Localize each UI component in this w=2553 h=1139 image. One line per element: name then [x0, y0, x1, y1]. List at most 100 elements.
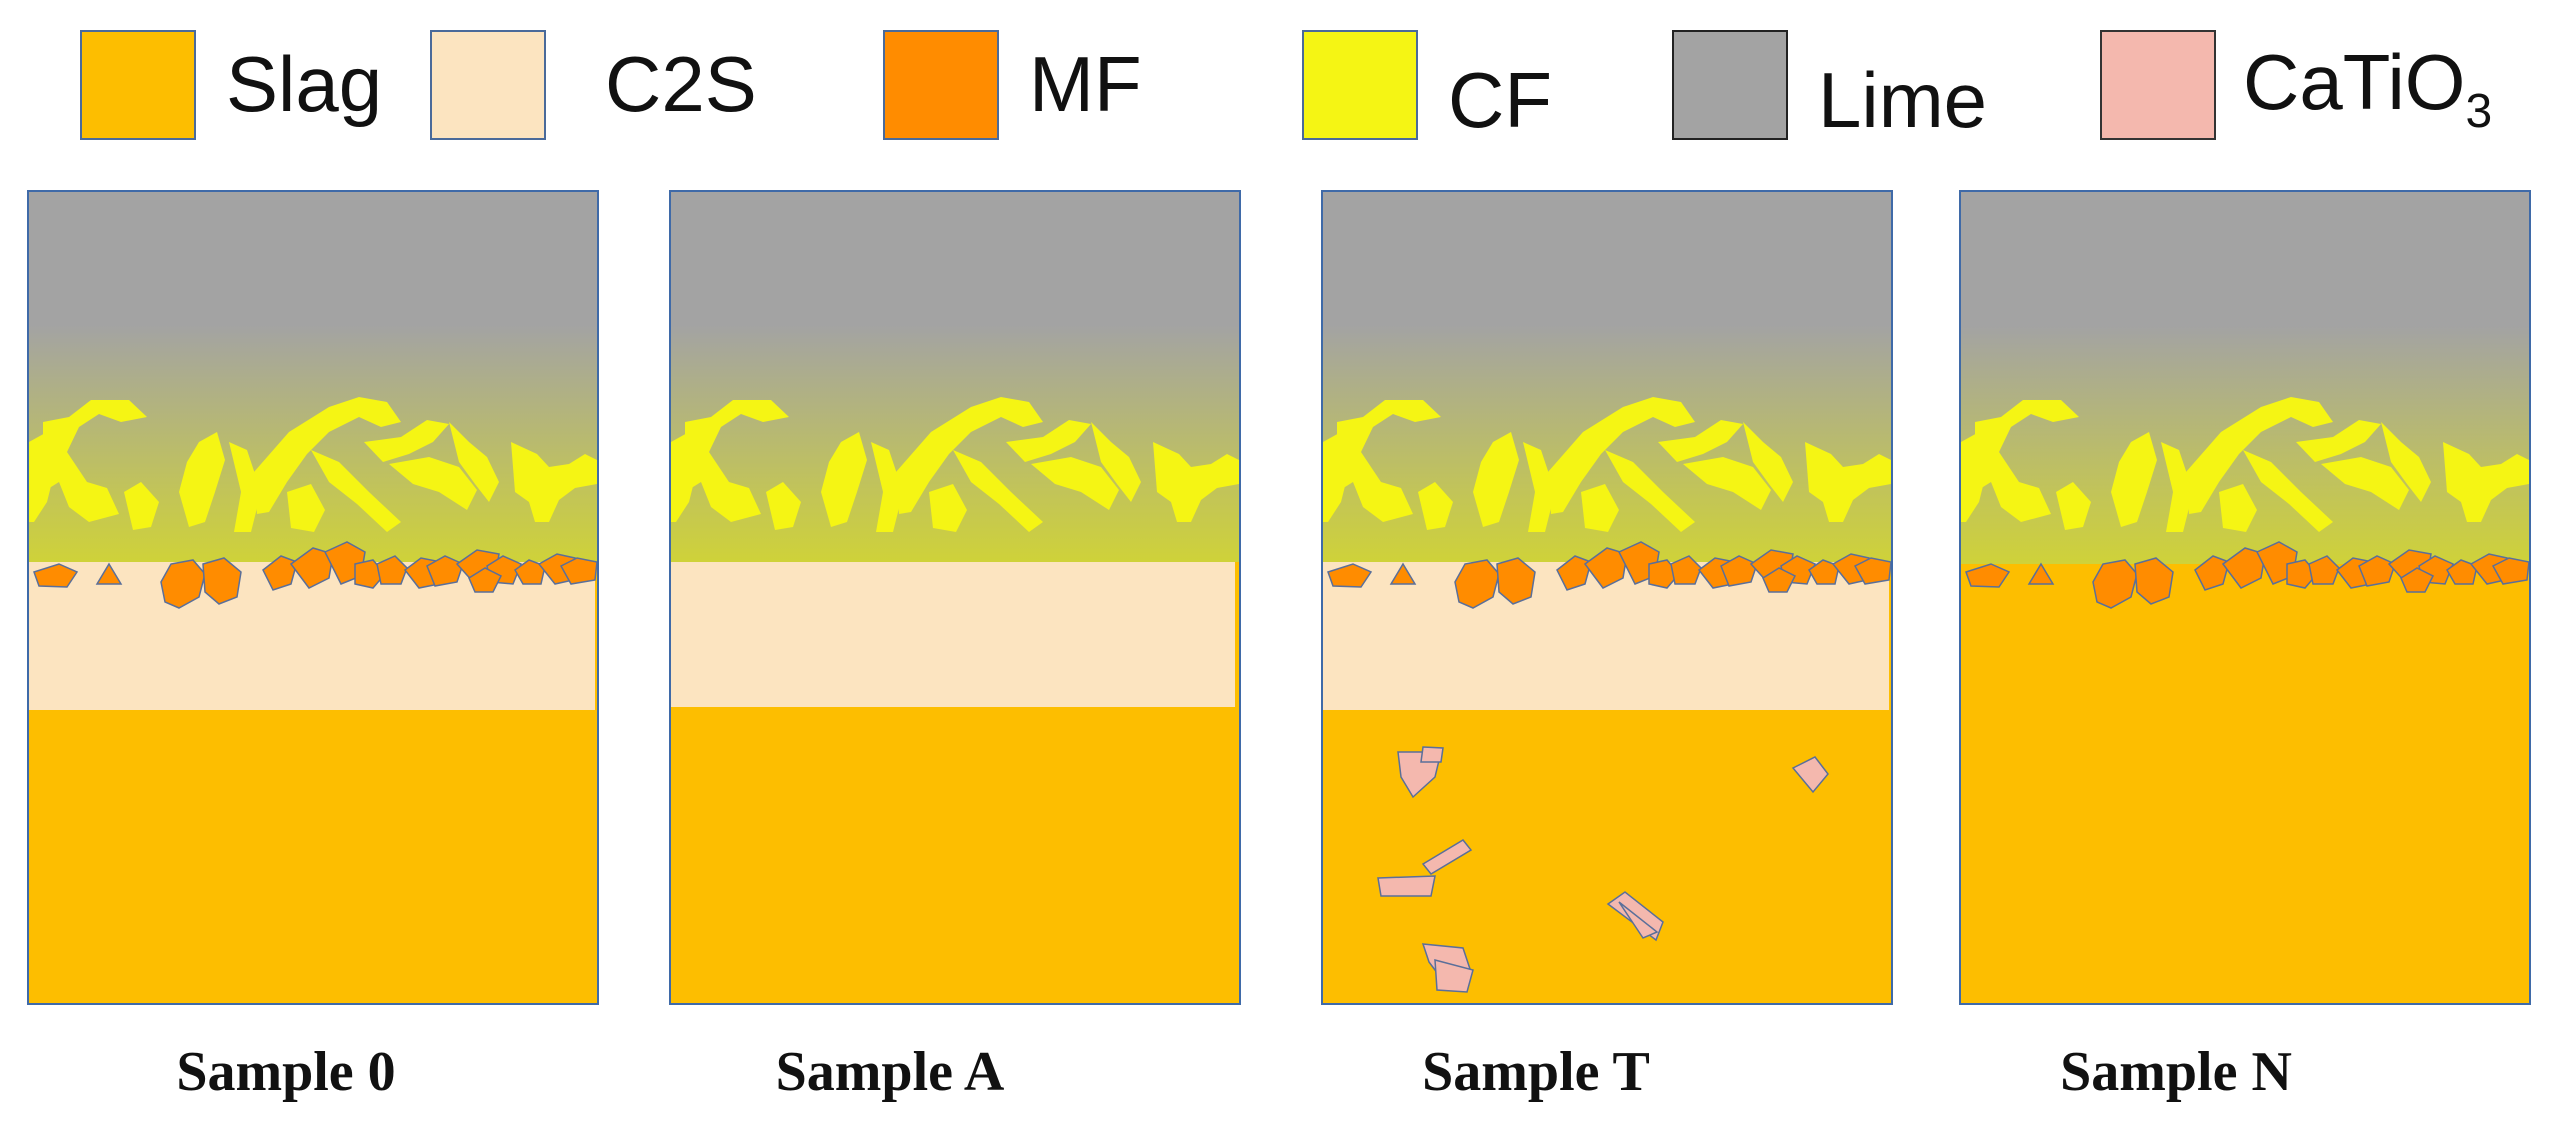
panel-diagram [1961, 192, 2529, 1003]
cf-needle [254, 397, 401, 514]
caption-sample-0: Sample 0 [176, 1041, 396, 1103]
mf-crystal [1454, 559, 1500, 609]
mf-crystal [2308, 555, 2340, 585]
catio3-crystal [1421, 839, 1473, 875]
cf-needle [287, 484, 325, 532]
cf-needle [896, 397, 1043, 514]
cf-needle [1581, 484, 1619, 532]
mf-crystal [2194, 555, 2230, 591]
mf-crystal [202, 557, 242, 605]
cf-needle [389, 457, 477, 510]
cf-needle [1548, 397, 1695, 514]
catio3-crystals [1377, 746, 1829, 993]
panel-sample-t [1321, 190, 1893, 1005]
cf-needle [1153, 442, 1239, 522]
mf-crystals [1965, 541, 2529, 609]
mf-crystal [426, 555, 464, 587]
cf-needle [29, 432, 57, 522]
cf-needle [1091, 422, 1141, 502]
cf-needle [2296, 420, 2381, 462]
cf-swatch [1302, 30, 1418, 140]
lime-swatch [1672, 30, 1788, 140]
cf-needles [1323, 397, 1891, 532]
mf-crystals [33, 541, 597, 609]
mf-crystals [1327, 541, 1891, 609]
mf-crystal [1556, 555, 1592, 591]
catio3-crystal [1618, 901, 1659, 939]
mf-crystal [1389, 562, 1417, 585]
cf-needle [766, 482, 801, 530]
cf-needle [124, 482, 159, 530]
mf-crystal [2358, 555, 2396, 587]
cf-needle [2443, 442, 2529, 522]
mf-crystal [2134, 557, 2174, 605]
mf-crystal [1670, 555, 1702, 585]
cf-needle [821, 432, 867, 527]
mf-crystal [1327, 563, 1373, 588]
slag-swatch [80, 30, 196, 140]
cf-needle [1805, 442, 1891, 522]
catio3-crystal [1377, 875, 1436, 897]
mf-crystal [2092, 559, 2138, 609]
cf-needle [511, 442, 597, 522]
cf-needle [1658, 420, 1743, 462]
legend-label-lime: Lime [1818, 56, 1988, 144]
mf-crystal [1808, 559, 1840, 585]
mf-crystal [95, 562, 123, 585]
mf-crystal [468, 567, 503, 593]
mf-crystal [160, 559, 206, 609]
cf-needles [671, 397, 1239, 532]
legend-label-mf: MF [1029, 40, 1142, 128]
cf-needle [1975, 400, 2079, 522]
cf-needle [953, 450, 1043, 532]
cf-needle [2321, 457, 2409, 510]
cf-needle [1605, 450, 1695, 532]
mf-crystal [1583, 547, 1628, 589]
mf-crystal [1853, 557, 1891, 585]
caption-sample-t: Sample T [1422, 1041, 1650, 1103]
cf-needle [671, 432, 699, 522]
catio3-crystal [1434, 959, 1474, 993]
mf-swatch [883, 30, 999, 140]
mf-crystal [289, 547, 334, 589]
mf-crystal [376, 555, 408, 585]
legend-label-slag: Slag [226, 40, 383, 128]
cf-needle [685, 400, 789, 522]
mf-crystal [2221, 547, 2266, 589]
cf-needle [1006, 420, 1091, 462]
catio3-crystal [1420, 746, 1444, 763]
mf-crystal [514, 559, 546, 585]
cf-needle [2111, 432, 2157, 527]
cf-needle [1473, 432, 1519, 527]
mf-crystal [2446, 559, 2478, 585]
cf-needle [449, 422, 499, 502]
cf-needle [2161, 442, 2193, 532]
mf-crystal [2491, 557, 2529, 585]
catio3-crystal [1791, 756, 1829, 794]
mf-crystal [1965, 563, 2011, 588]
mf-crystal [2400, 567, 2435, 593]
mf-crystal [1762, 567, 1797, 593]
panel-diagram [29, 192, 597, 1003]
legend: Slag C2S MF CF Lime CaTiO3 [0, 0, 2553, 160]
cf-needle [2381, 422, 2431, 502]
c2s-layer [671, 562, 1235, 707]
legend-label-catio3: CaTiO3 [2243, 38, 2493, 138]
cf-needle [311, 450, 401, 532]
cf-needle [1031, 457, 1119, 510]
mf-crystal [2027, 562, 2055, 585]
cf-needle [2219, 484, 2257, 532]
cf-needle [364, 420, 449, 462]
mf-crystal [1496, 557, 1536, 605]
cf-needle [43, 400, 147, 522]
cf-needle [1523, 442, 1555, 532]
mf-crystal [1720, 555, 1758, 587]
cf-needle [2243, 450, 2333, 532]
panel-sample-0 [27, 190, 599, 1005]
catio3-swatch [2100, 30, 2216, 140]
c2s-swatch [430, 30, 546, 140]
cf-needle [1418, 482, 1453, 530]
panel-sample-n [1959, 190, 2531, 1005]
cf-needle [2056, 482, 2091, 530]
cf-needles [29, 397, 597, 532]
